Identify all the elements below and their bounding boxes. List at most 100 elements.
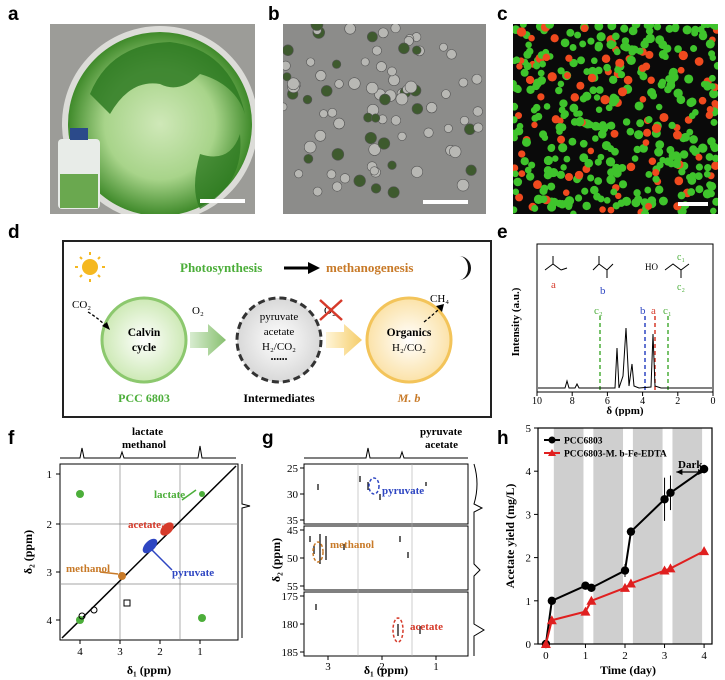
e-xtick-label: 6 <box>605 396 610 407</box>
peak-label-a: a <box>651 305 656 317</box>
h-xtick-label: 0 <box>543 650 549 662</box>
panel-label-d: d <box>8 222 20 243</box>
dark-period-band <box>553 428 584 644</box>
g-top-acetate: acetate <box>425 439 458 451</box>
intermediates-circle <box>235 296 323 384</box>
f-xtick-label: 4 <box>77 646 83 658</box>
mol-b-label: b <box>600 285 606 297</box>
h-ytick-label: 3 <box>526 509 532 521</box>
cross-mark-icon <box>319 299 343 321</box>
photosynthesis-label: Photosynthesis <box>180 260 262 275</box>
e-xtick-label: 2 <box>675 396 680 407</box>
ho-label: HO <box>645 262 658 272</box>
mb-label: M. b <box>397 391 421 405</box>
f-top-methanol: methanol <box>122 439 166 451</box>
mol-c2-label: c₂ <box>677 282 685 293</box>
g-xtick-label: 2 <box>379 661 385 673</box>
intermediate-text-4: •••••• <box>271 355 288 364</box>
data-point <box>540 639 551 648</box>
pathway-diagram: Photosynthesis methanogenesis Calvin cyc… <box>62 240 492 418</box>
intermediate-text-1: pyruvate <box>260 311 299 323</box>
f-ytick-label: 4 <box>47 615 53 627</box>
panel-label-b: b <box>268 4 280 25</box>
e-xtick-label: 8 <box>570 396 575 407</box>
data-point <box>626 527 636 536</box>
f-xlabel: δ₁ (ppm) <box>127 663 171 677</box>
f-xtick-label: 1 <box>197 646 203 658</box>
panel-label-c: c <box>497 4 508 25</box>
h-ytick-label: 4 <box>526 466 532 478</box>
mol-c1-label: c₁ <box>677 252 685 263</box>
panel-label-a: a <box>8 4 19 25</box>
data-point <box>587 583 596 593</box>
f-acetate-label: acetate <box>128 519 161 531</box>
g-acetate-label: acetate <box>410 621 443 633</box>
moon-icon <box>459 256 471 280</box>
h-xtick-label: 1 <box>583 650 589 662</box>
f-ytick-label: 3 <box>47 567 53 579</box>
data-point <box>665 563 676 573</box>
data-point <box>586 595 597 605</box>
data-point <box>546 615 557 625</box>
g-ytick-label: 45 <box>287 525 299 537</box>
h-xtick-label: 4 <box>701 650 707 662</box>
panel-label-e: e <box>497 222 508 243</box>
h-ytick-label: 1 <box>526 596 532 608</box>
g-ytick-label: 55 <box>287 581 299 593</box>
intermediates-label: Intermediates <box>243 391 315 405</box>
g-ytick-label: 175 <box>282 591 299 603</box>
e-xticks: 10 8 6 4 2 0 <box>532 392 716 407</box>
f-lactate-label: lactate <box>154 489 185 501</box>
f-ytick-label: 1 <box>47 469 53 481</box>
g-methanol-label: methanol <box>330 539 374 551</box>
intermediate-text-3: H₂/CO₂ <box>262 341 296 353</box>
petri-dish-photo <box>50 24 255 214</box>
peak-label-c2: c₂ <box>594 305 603 317</box>
calvin-cycle-circle <box>100 296 188 384</box>
panel-label-h: h <box>497 428 509 449</box>
ch4-label: CH₄ <box>430 293 449 305</box>
brightfield-cells-image <box>283 24 486 214</box>
h-xlabel: Time (day) <box>600 663 656 677</box>
h-xtick-label: 2 <box>622 650 628 662</box>
data-point <box>666 488 675 497</box>
data-point <box>580 606 591 616</box>
panel-label-g: g <box>262 428 274 449</box>
organics-text-2: H₂/CO₂ <box>392 342 426 354</box>
mol-a-label: a <box>551 279 556 291</box>
dark-period-band <box>672 428 703 644</box>
dark-annotation: Dark <box>678 459 703 471</box>
panel-label-f: f <box>8 428 15 449</box>
h-ylabel: Acetate yield (mg/L) <box>503 484 517 589</box>
peak-label-c1: c₁ <box>663 305 672 317</box>
g-ytick-label: 185 <box>282 647 299 659</box>
petri-dish-image <box>50 24 255 214</box>
data-point <box>660 495 669 504</box>
h-ytick-label: 5 <box>526 423 532 435</box>
g-ytick-label: 50 <box>287 553 299 565</box>
g-top-pyruvate: pyruvate <box>420 426 462 438</box>
methanogenesis-label: methanogenesis <box>326 260 413 275</box>
data-point <box>547 596 557 605</box>
f-top-lactate: lactate <box>132 426 163 438</box>
microscope-brightfield-photo <box>283 24 486 214</box>
peak-label-b: b <box>640 305 646 317</box>
f-ytick-label: 2 <box>47 519 53 531</box>
calvin-text-2: cycle <box>132 342 156 354</box>
f-methanol-label: methanol <box>66 563 110 575</box>
o2-label: O₂ <box>192 305 204 317</box>
data-point <box>620 582 630 592</box>
nmr-2d-spectrum-f: lactate methanol lactate acetate methano… <box>22 426 251 677</box>
fluorescence-photo <box>513 24 718 214</box>
g-ytick-label: 25 <box>287 463 299 475</box>
calvin-text-1: Calvin <box>128 327 161 339</box>
f-xtick-label: 3 <box>117 646 123 658</box>
e-xtick-label: 10 <box>532 396 542 407</box>
fluorescence-cells-image <box>513 24 718 214</box>
dark-period-band <box>593 428 624 644</box>
f-xtick-label: 2 <box>157 646 163 658</box>
data-point <box>620 566 630 575</box>
green-arrow <box>190 324 226 356</box>
yellow-arrow <box>326 324 362 356</box>
legend-entry: PCC6803-M. b-Fe-EDTA <box>564 450 667 460</box>
